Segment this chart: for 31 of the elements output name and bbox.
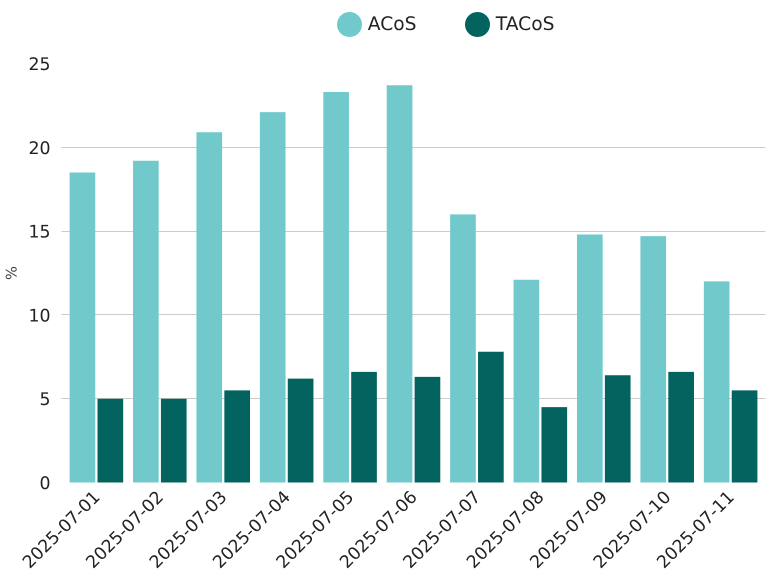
y-tick-label: 5: [39, 390, 51, 410]
bar: [478, 352, 504, 482]
bar: [514, 280, 540, 482]
bar: [541, 407, 568, 482]
y-tick-label: 25: [28, 55, 51, 75]
bar: [224, 390, 250, 482]
y-tick-label: 15: [28, 222, 51, 243]
bar: [450, 214, 476, 482]
bar: [576, 234, 603, 482]
bar: [414, 376, 440, 482]
bar: [640, 236, 666, 482]
bar: [288, 378, 314, 482]
bar: [351, 372, 377, 482]
bar: [604, 375, 631, 482]
bar: [704, 281, 730, 482]
bar: [386, 85, 412, 482]
y-tick-label: 10: [28, 306, 51, 326]
legend-label: ACoS: [368, 14, 417, 35]
y-tick-label: 0: [39, 474, 51, 494]
bar: [668, 372, 694, 482]
y-axis-title: %: [3, 266, 20, 280]
legend-label: TACoS: [494, 14, 554, 35]
bar: [196, 132, 222, 482]
bar: [98, 398, 124, 482]
bar: [70, 172, 96, 482]
y-tick-label: 20: [28, 138, 51, 159]
bar: [323, 92, 349, 482]
bar: [160, 398, 187, 482]
bar: [260, 112, 286, 482]
bar: [732, 390, 758, 482]
bar: [133, 160, 159, 482]
